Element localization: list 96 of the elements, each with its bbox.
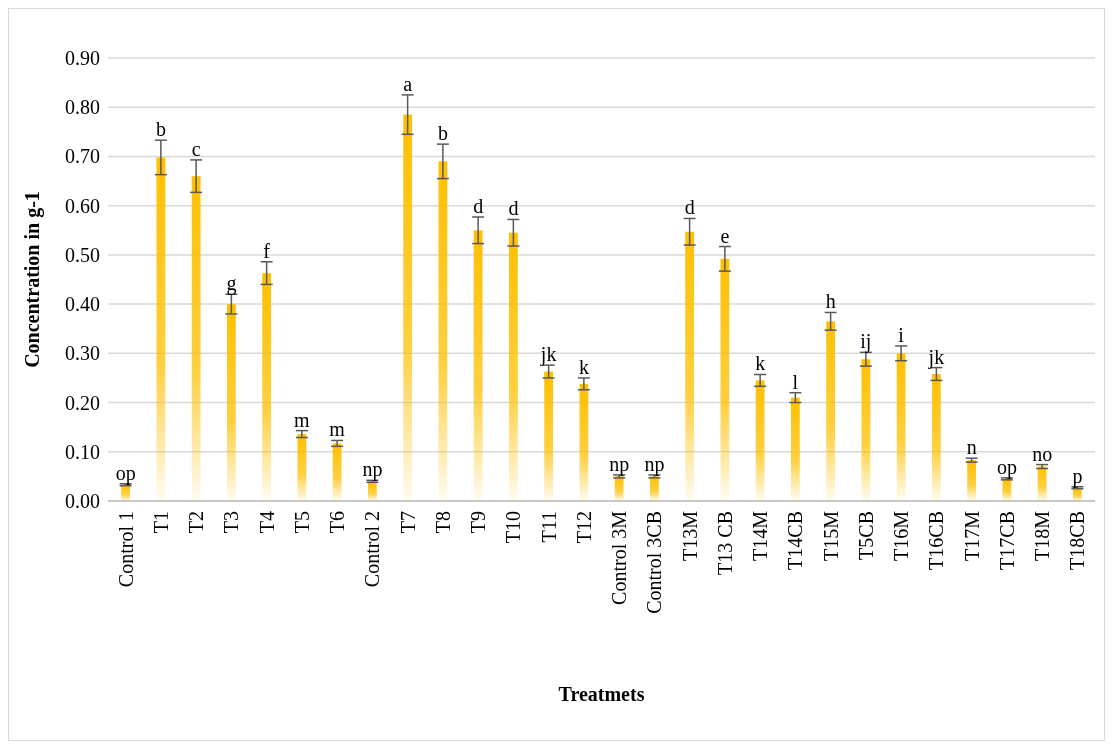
x-tick-label: T1 bbox=[149, 511, 172, 534]
bar bbox=[579, 383, 589, 501]
bar bbox=[790, 397, 800, 501]
y-tick-label: 0.50 bbox=[65, 243, 100, 266]
x-tick-label: T14CB bbox=[784, 511, 807, 570]
data-label: b bbox=[437, 122, 448, 145]
bar bbox=[755, 380, 765, 501]
x-tick-label: T4 bbox=[255, 511, 278, 534]
x-tick-label: T16CB bbox=[925, 511, 948, 570]
y-axis-title: Concentration in g-1 bbox=[21, 191, 44, 368]
x-tick-label: T13 CB bbox=[713, 511, 736, 575]
data-label: l bbox=[792, 370, 799, 393]
x-tick-label: T5 bbox=[290, 511, 313, 534]
bar bbox=[156, 157, 166, 501]
x-axis-title: Treatmets bbox=[558, 683, 645, 705]
y-tick-label: 0.70 bbox=[65, 145, 100, 168]
bar bbox=[367, 481, 377, 501]
x-tick-label: T2 bbox=[185, 511, 208, 534]
y-tick-label: 0.40 bbox=[65, 293, 100, 316]
bar bbox=[1002, 478, 1012, 501]
x-tick-label: T6 bbox=[326, 511, 349, 534]
x-tick-label: T8 bbox=[431, 511, 454, 534]
data-label: op bbox=[115, 461, 136, 485]
bar bbox=[226, 304, 236, 501]
x-tick-label: T17CB bbox=[995, 511, 1018, 570]
bar bbox=[931, 374, 941, 501]
bar bbox=[649, 476, 659, 501]
x-tick-label: T15M bbox=[819, 510, 842, 561]
y-tick-label: 0.30 bbox=[65, 342, 100, 365]
x-tick-label: T18CB bbox=[1066, 511, 1089, 570]
bar bbox=[826, 321, 836, 501]
data-label: jk bbox=[539, 343, 557, 367]
bar bbox=[508, 232, 518, 501]
bar bbox=[403, 114, 413, 501]
data-label: op bbox=[996, 455, 1017, 479]
bar bbox=[1037, 466, 1047, 501]
x-tick-label: Control 1 bbox=[114, 511, 137, 588]
bar bbox=[473, 230, 483, 501]
data-label: m bbox=[294, 408, 311, 431]
data-label: i bbox=[898, 323, 905, 346]
y-tick-label: 0.90 bbox=[65, 47, 100, 69]
data-label: a bbox=[403, 72, 413, 95]
x-tick-label: T11 bbox=[537, 511, 560, 543]
x-tick-label: T17M bbox=[960, 510, 983, 561]
bar bbox=[967, 460, 977, 501]
data-label: jk bbox=[927, 345, 945, 369]
data-label: k bbox=[578, 355, 589, 378]
data-label: np bbox=[644, 452, 665, 476]
data-label: p bbox=[1072, 464, 1083, 488]
bar bbox=[1072, 487, 1082, 501]
data-label: d bbox=[473, 194, 484, 217]
data-label: d bbox=[508, 197, 519, 220]
data-label: n bbox=[966, 436, 977, 459]
y-tick-label: 0.10 bbox=[65, 440, 100, 463]
x-tick-label: T13M bbox=[678, 510, 701, 561]
x-tick-label: Control 3M bbox=[608, 510, 631, 605]
bar bbox=[720, 258, 730, 501]
x-tick-label: T16M bbox=[890, 510, 913, 561]
x-tick-label: T9 bbox=[467, 511, 490, 534]
data-label: no bbox=[1032, 442, 1053, 465]
x-tick-label: T12 bbox=[572, 511, 595, 544]
data-label: f bbox=[263, 239, 271, 262]
x-tick-label: T14M bbox=[749, 510, 772, 561]
data-label: m bbox=[329, 418, 346, 441]
bar bbox=[861, 359, 871, 501]
data-label: np bbox=[609, 452, 630, 476]
bar bbox=[262, 273, 272, 501]
bar bbox=[544, 371, 554, 501]
bar bbox=[614, 476, 624, 501]
data-label: k bbox=[755, 352, 766, 375]
data-label: e bbox=[720, 224, 730, 247]
y-tick-label: 0.60 bbox=[65, 194, 100, 217]
x-tick-label: Control 3CB bbox=[643, 511, 666, 614]
y-tick-label: 0.00 bbox=[65, 490, 100, 512]
bar bbox=[332, 443, 342, 501]
data-label: b bbox=[155, 118, 166, 141]
bar bbox=[297, 434, 307, 501]
data-label: d bbox=[684, 196, 695, 219]
bar bbox=[191, 176, 201, 501]
data-label: np bbox=[362, 458, 383, 482]
x-tick-label: Control 2 bbox=[361, 511, 384, 588]
data-label: g bbox=[226, 272, 237, 296]
y-tick-label: 0.20 bbox=[65, 391, 100, 414]
bar bbox=[896, 353, 906, 501]
x-tick-label: T18M bbox=[1031, 510, 1054, 561]
data-label: h bbox=[825, 290, 836, 313]
data-label: c bbox=[191, 137, 201, 160]
data-label: ij bbox=[860, 330, 872, 354]
x-tick-label: T5CB bbox=[854, 511, 877, 560]
x-tick-label: T3 bbox=[220, 511, 243, 534]
x-tick-label: T10 bbox=[502, 511, 525, 544]
bar bbox=[121, 484, 131, 501]
bar bbox=[438, 161, 448, 501]
y-tick-label: 0.80 bbox=[65, 96, 100, 119]
bar bbox=[685, 231, 695, 501]
x-tick-label: T7 bbox=[396, 511, 419, 534]
